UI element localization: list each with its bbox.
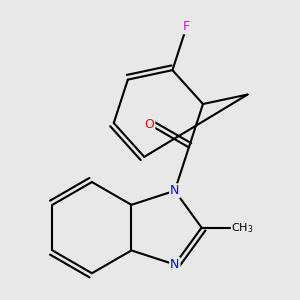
Text: O: O: [144, 118, 154, 131]
Text: N: N: [170, 258, 179, 271]
Text: F: F: [183, 20, 190, 33]
Text: N: N: [170, 184, 179, 197]
Text: CH$_3$: CH$_3$: [231, 221, 254, 235]
